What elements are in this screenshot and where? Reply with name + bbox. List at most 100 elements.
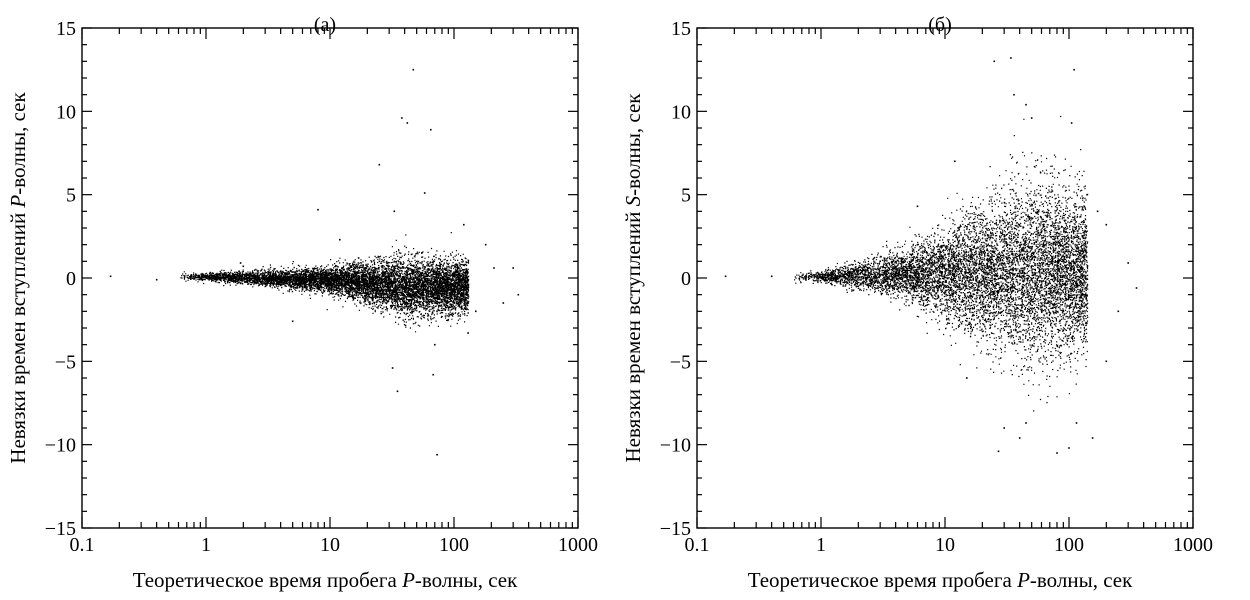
panel-b-point [916,205,919,208]
panel-b-point [1070,122,1073,124]
panel-a-y-tick-label: −15 [45,518,76,540]
panel-b-x-tick-label: 0.1 [685,534,710,556]
panel-a-point [109,275,112,278]
panel-a-y-axis-label: Невязки времен вступлений P-волны, сек [6,92,30,464]
panel-b-point [1025,103,1027,106]
panel-b-point [1056,452,1058,454]
panel-a-point [239,262,242,264]
panel-b-point [1105,360,1108,363]
panel-a-x-tick-label: 100 [439,534,469,556]
panel-b-point [916,243,919,246]
panel-a-point [242,265,245,268]
panel-a-point [378,163,381,166]
panel-a-y-tick-label: 0 [66,268,76,290]
panel-a-y-ticks: −15 −10 −5 0 5 10 15 [45,18,578,540]
panel-b-point [966,377,968,379]
panel-b-point [954,160,956,163]
panel-b-point [993,60,996,63]
panel-b-point [1096,210,1099,213]
panel-a-x-axis-label: Теоретическое время пробега P-волны, сек [133,568,518,592]
panel-a-x-ticks: 0.1 1 10 100 1000 [70,28,598,556]
panel-b-y-tick-label: 5 [681,185,691,207]
panel-b-y-tick-label: −10 [660,435,691,457]
panel-b-y-tick-label: 10 [671,101,691,123]
panel-a-point [357,257,360,259]
panel-b-y-tick-label: −5 [670,351,691,373]
panel-b-x-tick-label: 100 [1054,534,1084,556]
panel-b-point [1105,223,1108,226]
panel-b-point [770,275,773,278]
panel-a-point [291,320,294,323]
panel-a-point [401,117,403,119]
panel-a-y-tick-label: −5 [55,351,76,373]
panel-b-point [1091,437,1094,439]
panel-b-point [1073,68,1075,71]
panel-a-point [339,238,341,241]
panel-a-point [512,267,514,269]
panel-a-point [484,243,487,246]
panel-a: (а) 0.1 1 10 100 1000 −15 −10 −5 0 5 10 15 Теорети… [6,14,598,592]
panel-b-point [1086,193,1088,196]
panel-a-point [412,68,415,71]
panel-a-point [434,343,436,346]
panel-b-point [1025,422,1027,424]
panel-a-point [317,208,319,211]
panel-b-point [997,450,1000,453]
panel-b-point [1127,262,1129,264]
panel-a-title: (а) [314,14,336,36]
panel-b-points [724,57,1138,454]
panel-b-point [1013,93,1015,96]
panel-b-point [1075,422,1078,424]
panel-b-point [857,285,860,288]
panel-b-point [1030,117,1033,119]
panel-a-x-tick-label: 1 [201,534,211,556]
panel-a-point [493,267,495,269]
panel-a-x-tick-label: 0.1 [70,534,95,556]
panel-b-y-axis-label: Невязки времен вступлений S-волны, сек [621,93,645,463]
panel-a-point [423,192,426,194]
panel-b-x-tick-label: 1000 [1173,534,1213,556]
panel-b-point [1003,427,1005,429]
panel-b-point [724,275,727,278]
panel-b-y-ticks: −15 −10 −5 0 5 10 15 [660,18,1193,540]
panel-b: (б) 0.1 1 10 100 1000 −15 −10 −5 0 5 10 15 Теорети… [621,14,1213,592]
panel-a-y-tick-label: 5 [66,185,76,207]
panel-a-point [391,367,394,369]
panel-a-y-tick-label: 15 [56,18,76,40]
panel-a-y-tick-label: −10 [45,435,76,457]
panel-a-point [436,453,438,456]
panel-b-point-cloud [794,115,1089,412]
panel-a-point [467,332,469,334]
panel-a-point-cloud [180,232,470,333]
panel-a-points [109,68,520,456]
panel-a-x-tick-label: 1000 [558,534,598,556]
panel-a-x-tick-label: 10 [320,534,340,556]
panel-b-point [879,260,881,263]
panel-b-point [1135,287,1138,289]
panel-b-point [1068,447,1070,449]
panel-b-point [1010,57,1012,59]
panel-b-y-tick-label: −15 [660,518,691,540]
panel-a-point [430,128,432,131]
panel-a-point [447,318,450,321]
panel-a-point [155,278,158,281]
panel-b-y-tick-label: 0 [681,268,691,290]
panel-b-x-axis-label: Теоретическое время пробега P-волны, сек [748,568,1133,592]
panel-b-point [1018,437,1021,439]
panel-a-y-tick-label: 10 [56,101,76,123]
panel-a-point [517,293,520,296]
panel-b-point [1117,310,1120,313]
panel-a-point [393,210,396,213]
panel-b-y-tick-label: 15 [671,18,691,40]
panel-b-title: (б) [928,14,952,36]
panel-a-point [421,252,423,254]
panel-a-point [463,223,465,226]
panel-b-x-tick-label: 1 [816,534,826,556]
panel-a-point [475,310,477,313]
panel-b-x-ticks: 0.1 1 10 100 1000 [685,28,1213,556]
panel-b-x-tick-label: 10 [935,534,955,556]
panel-a-point [406,122,409,124]
panel-a-point [396,390,399,393]
panel-a-point [432,373,434,376]
